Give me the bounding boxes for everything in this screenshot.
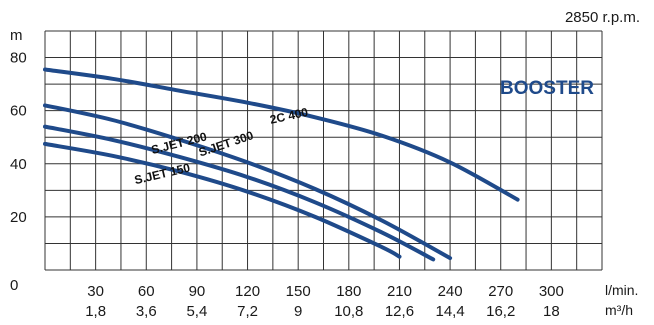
y-tick-label: 80: [10, 50, 27, 67]
curve-s-jet-300: [43, 103, 453, 261]
y-tick-label: 40: [10, 156, 27, 173]
x-tick-label-m3h: 9: [294, 303, 302, 320]
x-tick-label-m3h: 18: [543, 303, 560, 320]
y-zero-label: 0: [10, 277, 18, 294]
x-tick-label-m3h: 10,8: [334, 303, 363, 320]
x-tick-label-lmin: 90: [189, 283, 206, 300]
x-tick-label-lmin: 270: [488, 283, 513, 300]
speed-label: 2850 r.p.m.: [565, 9, 640, 26]
x-tick-label-m3h: 16,2: [486, 303, 515, 320]
curve-s-jet-200: [43, 124, 436, 262]
x-tick-label-lmin: 30: [87, 283, 104, 300]
x-unit-lmin: l/min.: [605, 282, 638, 298]
x-tick-label-m3h: 12,6: [385, 303, 414, 320]
chart-grid: [44, 30, 603, 271]
x-tick-label-lmin: 300: [539, 283, 564, 300]
curve-s-jet-150: [43, 141, 402, 259]
pump-curves: [43, 67, 520, 262]
x-tick-label-lmin: 150: [286, 283, 311, 300]
x-tick-label-m3h: 5,4: [186, 303, 207, 320]
x-tick-label-m3h: 14,4: [435, 303, 464, 320]
x-tick-label-lmin: 60: [138, 283, 155, 300]
x-tick-label-m3h: 7,2: [237, 303, 258, 320]
curve-label-s-jet-150: S.JET 150: [133, 160, 192, 187]
x-tick-label-m3h: 1,8: [85, 303, 106, 320]
x-unit-m3h: m³/h: [605, 302, 633, 318]
chart-labels: 20406080301,8603,6905,41207,2150918010,8…: [10, 50, 564, 320]
y-axis-label: m: [10, 27, 23, 44]
x-tick-label-lmin: 120: [235, 283, 260, 300]
booster-badge: BOOSTER: [500, 78, 594, 99]
x-tick-label-lmin: 240: [438, 283, 463, 300]
y-tick-label: 60: [10, 103, 27, 120]
x-tick-label-lmin: 210: [387, 283, 412, 300]
y-tick-label: 20: [10, 209, 27, 226]
x-tick-label-lmin: 180: [336, 283, 361, 300]
curve-2c-400: [43, 67, 520, 202]
x-tick-label-m3h: 3,6: [136, 303, 157, 320]
